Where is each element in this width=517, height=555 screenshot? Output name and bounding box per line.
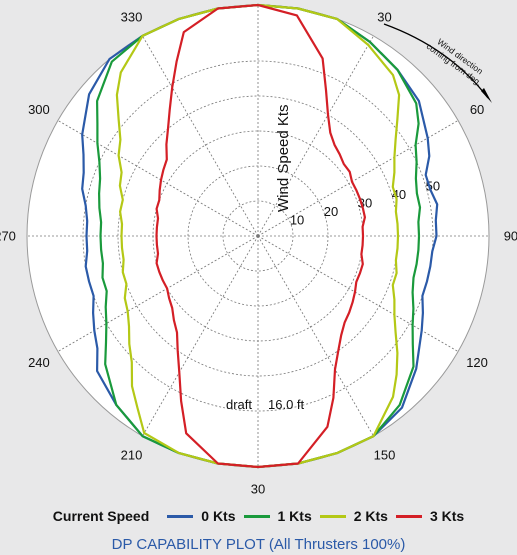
angle-tick-label: 300 xyxy=(28,102,50,117)
angle-tick-labels: 030609012015030210240270300330 xyxy=(0,9,517,496)
grid-spoke xyxy=(257,235,374,437)
angle-tick-label: 240 xyxy=(28,355,50,370)
grid-spoke xyxy=(142,235,259,437)
wind-arrowhead xyxy=(481,88,492,103)
radial-tick-label: 10 xyxy=(290,212,304,227)
legend-swatch xyxy=(395,514,422,518)
angle-tick-label: 60 xyxy=(470,102,484,117)
series-lines xyxy=(81,3,439,469)
legend-item-2-kts: 2 Kts xyxy=(319,508,388,524)
legend-label: 1 Kts xyxy=(277,508,312,524)
wind-direction-arc xyxy=(383,23,489,99)
legend-item-1-kts: 1 Kts xyxy=(243,508,312,524)
radial-tick-label: 20 xyxy=(324,204,338,219)
angle-tick-label: 30 xyxy=(251,481,265,496)
angle-tick-label: 270 xyxy=(0,229,16,244)
legend-swatch xyxy=(319,514,346,518)
grid-spoke xyxy=(257,235,459,352)
grid-spoke xyxy=(257,120,459,237)
draft-value: 16.0 ft xyxy=(268,397,305,412)
legend-swatch xyxy=(167,514,194,518)
grid-spoke xyxy=(257,35,374,237)
legend-item-3-kts: 3 Kts xyxy=(395,508,465,524)
legend: Current Speed 0 Kts 1 Kts 2 Kts 3 Kts xyxy=(0,506,517,526)
legend-label: 0 Kts xyxy=(201,508,236,524)
chart-title: DP CAPABILITY PLOT (All Thrusters 100%) xyxy=(111,536,406,553)
series-line-3-kts xyxy=(155,3,366,469)
polar-chart: 030609012015030210240270300330 102030405… xyxy=(0,3,517,496)
angle-tick-label: 150 xyxy=(374,448,396,463)
angle-tick-label: 210 xyxy=(121,448,143,463)
grid-spoke xyxy=(57,235,259,352)
angle-tick-label: 90 xyxy=(504,229,517,244)
angle-tick-label: 120 xyxy=(466,355,488,370)
angle-tick-label: 30 xyxy=(377,9,391,24)
legend-label: 2 Kts xyxy=(353,508,388,524)
legend-label: 3 Kts xyxy=(429,508,465,524)
legend-title: Current Speed xyxy=(52,508,150,524)
legend-item-0-kts: 0 Kts xyxy=(167,508,236,524)
radial-axis-label: Wind Speed Kts xyxy=(275,104,292,212)
grid-ring xyxy=(82,60,434,412)
grid-spoke xyxy=(57,120,259,237)
draft-label: draft xyxy=(226,397,252,412)
grid-spoke xyxy=(142,35,259,237)
grid-ring xyxy=(222,200,294,272)
legend-swatch xyxy=(243,514,270,518)
angle-tick-label: 330 xyxy=(121,9,143,24)
